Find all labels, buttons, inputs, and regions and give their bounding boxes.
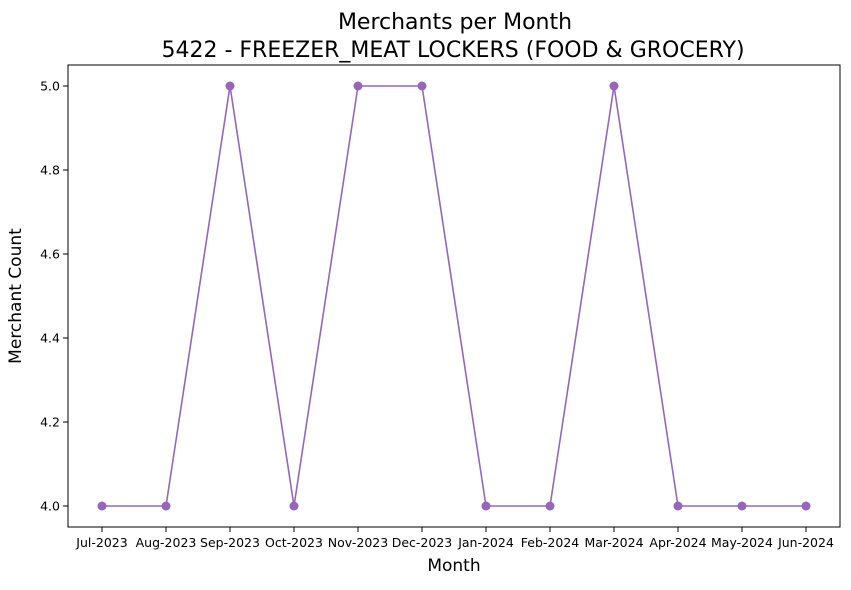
data-point	[609, 81, 619, 91]
x-tick-label: Sep-2023	[200, 535, 260, 550]
x-axis-label: Month	[427, 556, 480, 576]
data-point	[737, 501, 747, 511]
y-tick-label: 4.8	[40, 163, 60, 178]
y-tick-label: 4.4	[40, 331, 60, 346]
data-point	[417, 81, 427, 91]
y-tick-label: 5.0	[40, 79, 60, 94]
data-point	[673, 501, 683, 511]
y-tick-label: 4.0	[40, 499, 60, 514]
x-tick-label: Apr-2024	[649, 535, 706, 550]
x-tick-label: Dec-2023	[392, 535, 453, 550]
y-axis: 4.0 4.2 4.4 4.6 4.8 5.0	[40, 79, 68, 514]
data-point	[545, 501, 555, 511]
x-tick-label: Oct-2023	[265, 535, 323, 550]
data-point	[161, 501, 171, 511]
x-tick-label: Jun-2024	[777, 535, 834, 550]
y-axis-label: Merchant Count	[6, 228, 26, 364]
series-layer	[97, 81, 811, 511]
x-tick-label: May-2024	[711, 535, 773, 550]
chart-subtitle: 5422 - FREEZER_MEAT LOCKERS (FOOD & GROC…	[161, 38, 744, 63]
x-tick-label: Aug-2023	[136, 535, 197, 550]
x-tick-label: Jan-2024	[457, 535, 514, 550]
data-point	[353, 81, 363, 91]
data-point	[801, 501, 811, 511]
x-tick-label: Mar-2024	[584, 535, 643, 550]
plot-area-frame	[67, 64, 841, 528]
y-tick-label: 4.2	[40, 415, 60, 430]
data-point	[289, 501, 299, 511]
x-tick-label: Nov-2023	[328, 535, 388, 550]
data-point	[481, 501, 491, 511]
chart-title: Merchants per Month	[338, 10, 572, 35]
x-tick-label: Jul-2023	[75, 535, 127, 550]
data-point	[97, 501, 107, 511]
x-tick-label: Feb-2024	[521, 535, 580, 550]
y-tick-label: 4.6	[40, 247, 60, 262]
series-line	[102, 85, 806, 507]
x-axis: Jul-2023 Aug-2023 Sep-2023 Oct-2023 Nov-2023…	[75, 527, 834, 550]
data-point	[225, 81, 235, 91]
